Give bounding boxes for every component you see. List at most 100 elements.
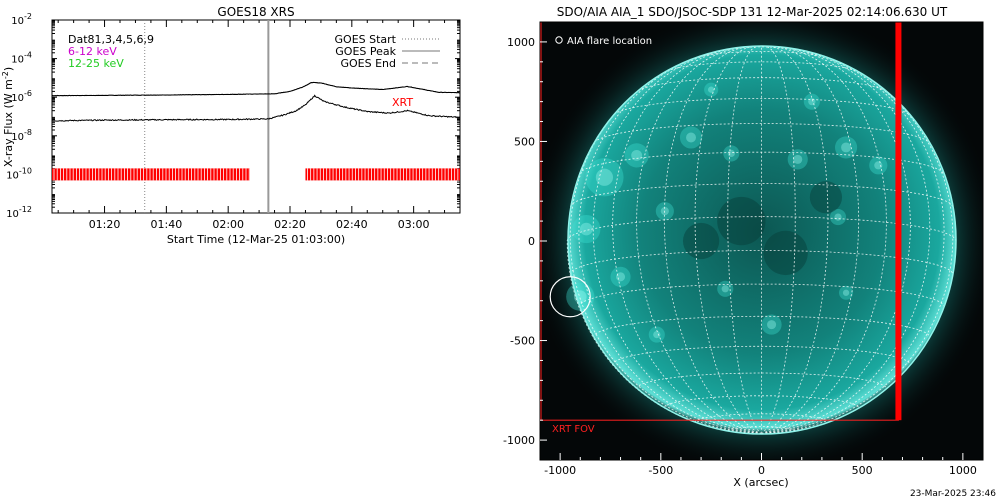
xrt-fov-edge [895, 22, 902, 421]
active-region [803, 93, 820, 110]
aia-x-tick-label: 1000 [949, 464, 977, 477]
aia-y-tick-label: 1000 [507, 36, 535, 49]
active-region-core [767, 320, 777, 330]
aia-y-axis: 1000 500 0 -500 -1000 [503, 36, 547, 447]
latitude-line [612, 345, 911, 365]
goes-y-tick-label: 10-4 [11, 51, 32, 66]
goes-y-tick-label: 10-2 [11, 12, 32, 27]
channel-label-detectors: Dat81,3,4,5,6,9 [68, 33, 154, 46]
xrt-coverage-bar [305, 168, 460, 181]
coronal-hole [809, 181, 843, 214]
longitude-line [694, 46, 762, 435]
active-region-core [721, 285, 729, 293]
goes-x-tick-label: 02:00 [212, 218, 244, 231]
xrt-label: XRT [392, 96, 413, 109]
latitude-line [566, 216, 957, 242]
goes-x-tick-label: 02:40 [336, 218, 368, 231]
goes-series-low-energy-line [51, 81, 461, 97]
active-region-core [686, 132, 697, 143]
coronal-hole [717, 196, 766, 246]
latitude-line [578, 283, 945, 307]
longitude-line [761, 47, 887, 435]
goes-marks [51, 20, 461, 213]
legend-goes-end-label: GOES End [340, 57, 396, 70]
active-region-core [653, 330, 661, 339]
active-region [839, 285, 854, 300]
longitude-line [761, 46, 829, 435]
goes-x-tick-label: 03:00 [398, 218, 430, 231]
aia-y-tick-label: -500 [510, 335, 535, 348]
goes-ylabel: X-ray Flux (W m-2) [1, 67, 15, 167]
active-region-core [727, 149, 735, 158]
active-region [704, 82, 719, 97]
active-region-core [842, 289, 850, 296]
goes-x-tick-label: 02:20 [274, 218, 306, 231]
goes-y-tick-label: 10-6 [11, 89, 32, 104]
aia-image-title: SDO/AIA AIA_1 SDO/JSOC-SDP 131 12-Mar-20… [557, 5, 948, 19]
aia-legend-label: AIA flare location [567, 36, 652, 47]
active-region [648, 326, 665, 343]
active-region [829, 209, 847, 226]
active-region-core [707, 86, 715, 93]
active-region-core [616, 272, 626, 282]
active-region [585, 158, 624, 197]
aia-x-tick-label: -1000 [544, 464, 576, 477]
active-region-core [595, 168, 614, 186]
latitude-line [699, 51, 824, 58]
latitude-line [738, 46, 785, 49]
active-region-core [579, 222, 593, 236]
channel-label-12-25kev: 12-25 keV [68, 57, 124, 70]
active-region-core [793, 154, 803, 164]
latitude-line [613, 98, 910, 115]
goes-plot-frame [51, 19, 461, 214]
channel-label-6-12kev: 6-12 keV [68, 45, 117, 58]
goes-xrs-panel: GOES18 XRS 10-2 10-4 10-6 10-8 10-10 10-12 01… [1, 5, 461, 246]
solar-disk [568, 46, 956, 434]
aia-x-tick-label: 500 [852, 464, 873, 477]
goes-x-tick-label: 01:20 [89, 218, 121, 231]
coronal-hole [763, 230, 808, 276]
active-region [834, 136, 858, 159]
legend-circle-icon [555, 36, 563, 44]
goes-chart-title: GOES18 XRS [217, 5, 294, 19]
active-region-core [874, 161, 883, 170]
longitude-line [636, 47, 762, 435]
goes-series-high-energy-line [51, 94, 461, 122]
aia-x-axis: -1000 -500 0 500 1000 [544, 453, 977, 477]
active-region [761, 314, 782, 335]
goes-legend: GOES Start GOES Peak GOES End [335, 33, 440, 70]
flare-location-marker [549, 276, 591, 318]
aia-x-tick-label: -500 [648, 464, 673, 477]
aia-y-tick-label: -1000 [503, 434, 535, 447]
active-region [723, 145, 740, 162]
solar-limb [567, 45, 957, 435]
active-region [624, 143, 649, 168]
goes-y-tick-label: 10-12 [6, 205, 32, 220]
plot-timestamp: 23-Mar-2025 23:46 [910, 489, 996, 499]
active-region-core [834, 213, 842, 221]
aia-y-tick-label: 500 [514, 135, 535, 148]
goes-xlabel: Start Time (12-Mar-25 01:03:00) [167, 233, 345, 246]
legend-goes-start-label: GOES Start [335, 33, 397, 46]
xrt-fov-label: XRT FOV [552, 424, 595, 435]
active-region [717, 280, 734, 297]
goes-y-tick-label: 10-10 [6, 166, 32, 181]
goes-y-tick-label: 10-8 [11, 128, 32, 143]
active-region-core [841, 142, 852, 153]
latitude-line [636, 372, 887, 389]
active-region [679, 126, 703, 149]
longitude-line [761, 46, 796, 435]
aia-y-tick-label: 0 [528, 235, 535, 248]
longitude-line [592, 51, 762, 435]
aia-legend: AIA flare location [555, 36, 652, 47]
longitude-line [761, 51, 931, 435]
xrt-coverage-bar [52, 168, 250, 181]
legend-goes-peak-label: GOES Peak [335, 45, 396, 58]
goes-x-axis: 01:20 01:40 02:00 02:20 02:40 03:00 [57, 20, 461, 231]
goes-x-tick-label: 01:40 [151, 218, 183, 231]
longitude-line [761, 48, 911, 435]
longitude-line [727, 46, 762, 435]
active-region [787, 149, 808, 170]
longitude-line [612, 48, 762, 435]
